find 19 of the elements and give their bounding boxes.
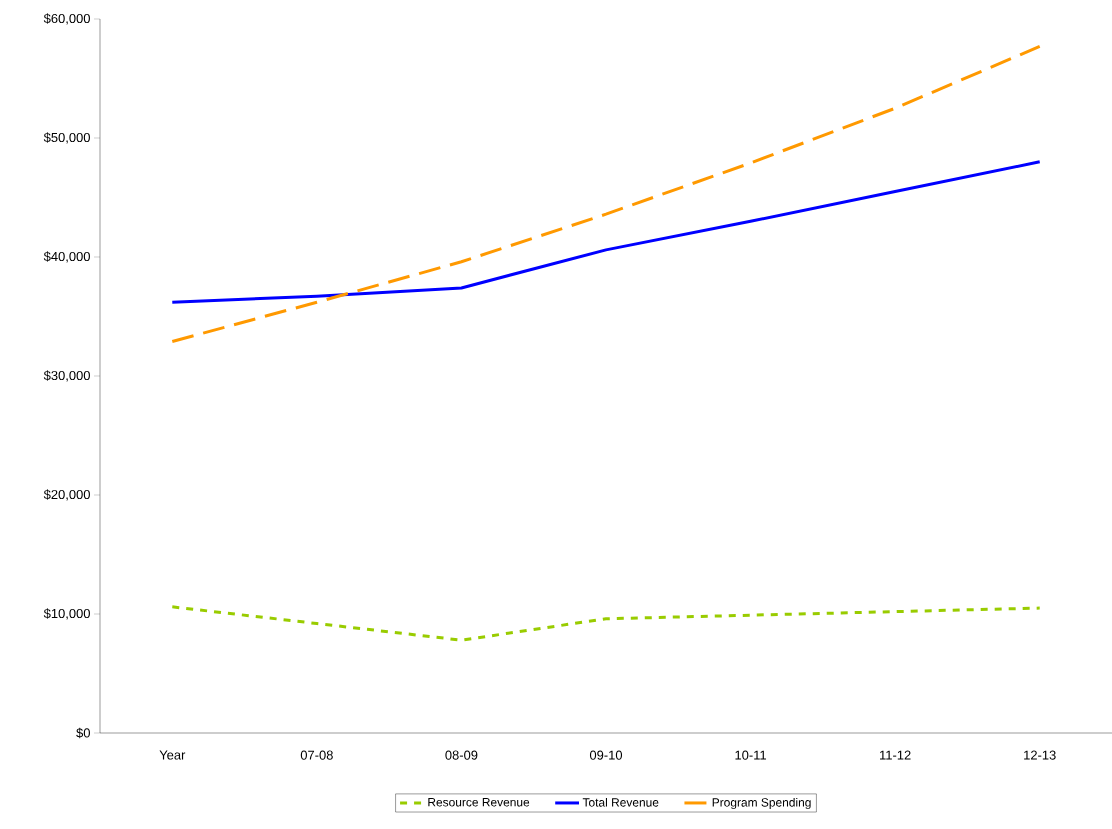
x-tick-label: 09-10 xyxy=(589,750,623,760)
y-tick-label: $30,000 xyxy=(43,370,90,382)
y-tick-label: $50,000 xyxy=(43,132,90,144)
x-tick-label: 07-08 xyxy=(300,750,333,760)
x-tick-label: 12-13 xyxy=(1024,750,1056,760)
legend-label: Program Spending xyxy=(712,797,811,810)
x-tick-label: 08-09 xyxy=(445,750,478,760)
x-tick-label: Year xyxy=(159,750,186,760)
y-tick-label: $20,000 xyxy=(43,489,90,501)
y-tick-label: $0 xyxy=(76,727,90,739)
y-tick-label: $60,000 xyxy=(43,13,90,25)
x-tick-label: 11-12 xyxy=(880,750,911,760)
line-series xyxy=(170,160,1042,304)
legend-label: Resource Revenue xyxy=(428,798,530,807)
y-tick-label: $40,000 xyxy=(43,251,90,263)
line-series xyxy=(170,44,1042,343)
y-tick-label: $10,000 xyxy=(43,608,90,620)
x-tick-label: 10-11 xyxy=(735,750,767,760)
legend-label: Total Revenue xyxy=(582,797,659,807)
